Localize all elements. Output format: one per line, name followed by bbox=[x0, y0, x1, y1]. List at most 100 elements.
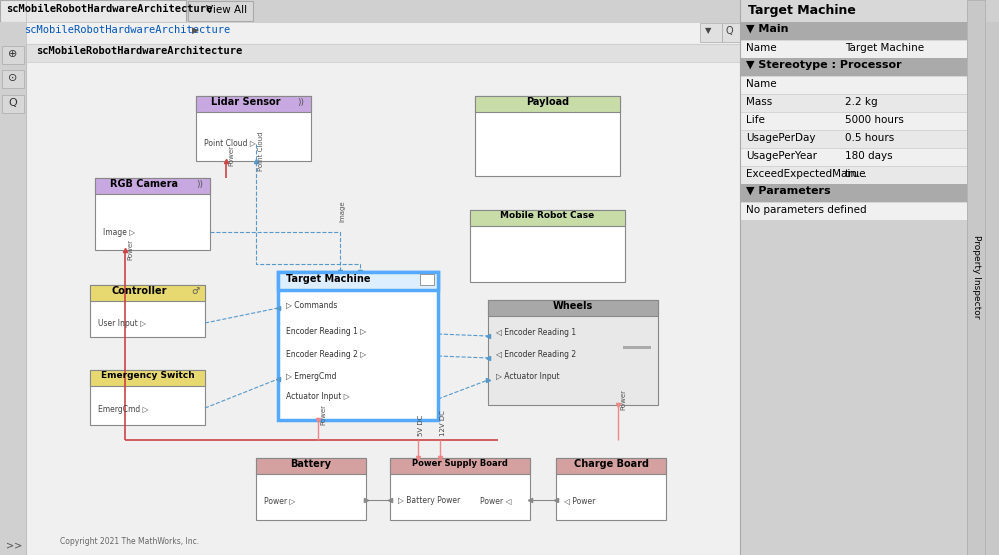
Text: Power: Power bbox=[620, 389, 626, 410]
Text: Mass: Mass bbox=[746, 97, 772, 107]
Bar bbox=[26, 44, 740, 555]
Text: Battery: Battery bbox=[291, 459, 332, 469]
Bar bbox=[6, 26, 20, 39]
Text: ▶: ▶ bbox=[192, 26, 199, 35]
Bar bbox=[90, 285, 205, 337]
Text: ♂: ♂ bbox=[191, 287, 199, 296]
Text: Power ◁: Power ◁ bbox=[480, 496, 511, 505]
Text: Image ▷: Image ▷ bbox=[103, 228, 135, 237]
Text: User Input ▷: User Input ▷ bbox=[98, 319, 146, 328]
Text: No parameters defined: No parameters defined bbox=[746, 205, 866, 215]
Text: true: true bbox=[845, 169, 866, 179]
Bar bbox=[90, 370, 205, 425]
Text: ▷ Actuator Input: ▷ Actuator Input bbox=[496, 372, 559, 381]
Text: 0.5 hours: 0.5 hours bbox=[845, 133, 894, 143]
Bar bbox=[556, 458, 666, 520]
Bar bbox=[740, 40, 967, 58]
Text: EmergCmd ▷: EmergCmd ▷ bbox=[98, 405, 149, 414]
Text: Life: Life bbox=[746, 115, 765, 125]
Text: scMobileRobotHardwareArchitecture: scMobileRobotHardwareArchitecture bbox=[25, 25, 231, 35]
Text: ExceedExpectedMain...: ExceedExpectedMain... bbox=[746, 169, 867, 179]
Text: ▼: ▼ bbox=[705, 26, 711, 35]
Bar bbox=[26, 44, 740, 62]
Bar bbox=[278, 272, 438, 420]
Text: 12V DC: 12V DC bbox=[440, 410, 446, 436]
Bar bbox=[0, 22, 740, 44]
Bar bbox=[470, 210, 625, 226]
Text: 2.2 kg: 2.2 kg bbox=[845, 97, 878, 107]
Bar bbox=[256, 458, 366, 474]
Text: ◁ Encoder Reading 1: ◁ Encoder Reading 1 bbox=[496, 328, 576, 337]
Text: Target Machine: Target Machine bbox=[845, 43, 924, 53]
Text: ▷ Battery Power: ▷ Battery Power bbox=[398, 496, 461, 505]
Bar bbox=[90, 285, 205, 301]
Bar bbox=[740, 148, 967, 166]
Text: RGB Camera: RGB Camera bbox=[111, 179, 179, 189]
Text: UsagePerDay: UsagePerDay bbox=[746, 133, 815, 143]
Text: ⊕: ⊕ bbox=[8, 49, 18, 59]
Text: Name: Name bbox=[746, 79, 776, 89]
Bar bbox=[255, 0, 999, 22]
Text: ◁ Encoder Reading 2: ◁ Encoder Reading 2 bbox=[496, 350, 576, 359]
Text: Property Inspector: Property Inspector bbox=[971, 235, 980, 319]
Text: ⊙: ⊙ bbox=[8, 73, 18, 83]
Text: ▼ Parameters: ▼ Parameters bbox=[746, 186, 830, 196]
Text: Name: Name bbox=[746, 43, 776, 53]
Text: Mobile Robot Case: Mobile Robot Case bbox=[500, 211, 594, 220]
Text: ◁ Power: ◁ Power bbox=[564, 496, 595, 505]
Text: )): )) bbox=[297, 98, 304, 107]
Text: Point Cloud ▷: Point Cloud ▷ bbox=[204, 138, 256, 147]
Text: Wheels: Wheels bbox=[552, 301, 593, 311]
Text: ▼ Main: ▼ Main bbox=[746, 24, 788, 34]
Text: Q: Q bbox=[726, 26, 733, 36]
Bar bbox=[475, 96, 620, 176]
Text: Encoder Reading 1 ▷: Encoder Reading 1 ▷ bbox=[286, 327, 366, 336]
Bar bbox=[740, 0, 967, 555]
Bar bbox=[740, 130, 967, 148]
Bar bbox=[740, 166, 967, 184]
Text: scMobileRobotHardwareArchitecture: scMobileRobotHardwareArchitecture bbox=[36, 46, 242, 56]
Bar bbox=[2, 95, 24, 113]
Text: scMobileRobotHardwareArchitecture: scMobileRobotHardwareArchitecture bbox=[6, 4, 212, 14]
Bar bbox=[967, 0, 985, 555]
Text: ▷ EmergCmd: ▷ EmergCmd bbox=[286, 372, 337, 381]
Bar bbox=[0, 0, 186, 22]
Bar bbox=[470, 210, 625, 282]
Bar bbox=[0, 0, 999, 22]
Bar bbox=[0, 22, 26, 555]
Text: 180 days: 180 days bbox=[845, 151, 893, 161]
Bar bbox=[256, 458, 366, 520]
Text: Charge Board: Charge Board bbox=[573, 459, 648, 469]
Text: Lidar Sensor: Lidar Sensor bbox=[211, 97, 281, 107]
Bar bbox=[278, 272, 438, 290]
Text: Controller: Controller bbox=[112, 286, 167, 296]
Text: Target Machine: Target Machine bbox=[748, 4, 856, 17]
Text: Power: Power bbox=[127, 239, 133, 260]
Text: ▼ Stereotype : Processor: ▼ Stereotype : Processor bbox=[746, 60, 902, 70]
Bar bbox=[488, 300, 658, 405]
Bar bbox=[740, 220, 967, 555]
Bar bbox=[623, 346, 651, 349]
Bar bbox=[740, 94, 967, 112]
Bar bbox=[390, 458, 530, 520]
Text: Point Cloud: Point Cloud bbox=[258, 132, 264, 171]
Text: View All: View All bbox=[206, 5, 247, 15]
Bar bbox=[390, 458, 530, 474]
Bar bbox=[740, 22, 967, 40]
Text: 5V DC: 5V DC bbox=[418, 415, 424, 436]
Text: Power: Power bbox=[320, 404, 326, 425]
Text: 5000 hours: 5000 hours bbox=[845, 115, 904, 125]
Bar bbox=[740, 184, 967, 202]
Text: Copyright 2021 The MathWorks, Inc.: Copyright 2021 The MathWorks, Inc. bbox=[60, 537, 199, 546]
Text: >>: >> bbox=[6, 540, 22, 550]
Bar bbox=[740, 0, 967, 22]
Text: UsagePerYear: UsagePerYear bbox=[746, 151, 817, 161]
Text: Encoder Reading 2 ▷: Encoder Reading 2 ▷ bbox=[286, 350, 366, 359]
Text: ▷ Commands: ▷ Commands bbox=[286, 300, 338, 309]
Bar bbox=[722, 23, 744, 42]
Text: )): )) bbox=[196, 180, 203, 189]
Bar bbox=[740, 58, 967, 76]
Bar bbox=[95, 178, 210, 250]
Text: Image: Image bbox=[339, 200, 345, 222]
Text: Power: Power bbox=[228, 145, 234, 166]
